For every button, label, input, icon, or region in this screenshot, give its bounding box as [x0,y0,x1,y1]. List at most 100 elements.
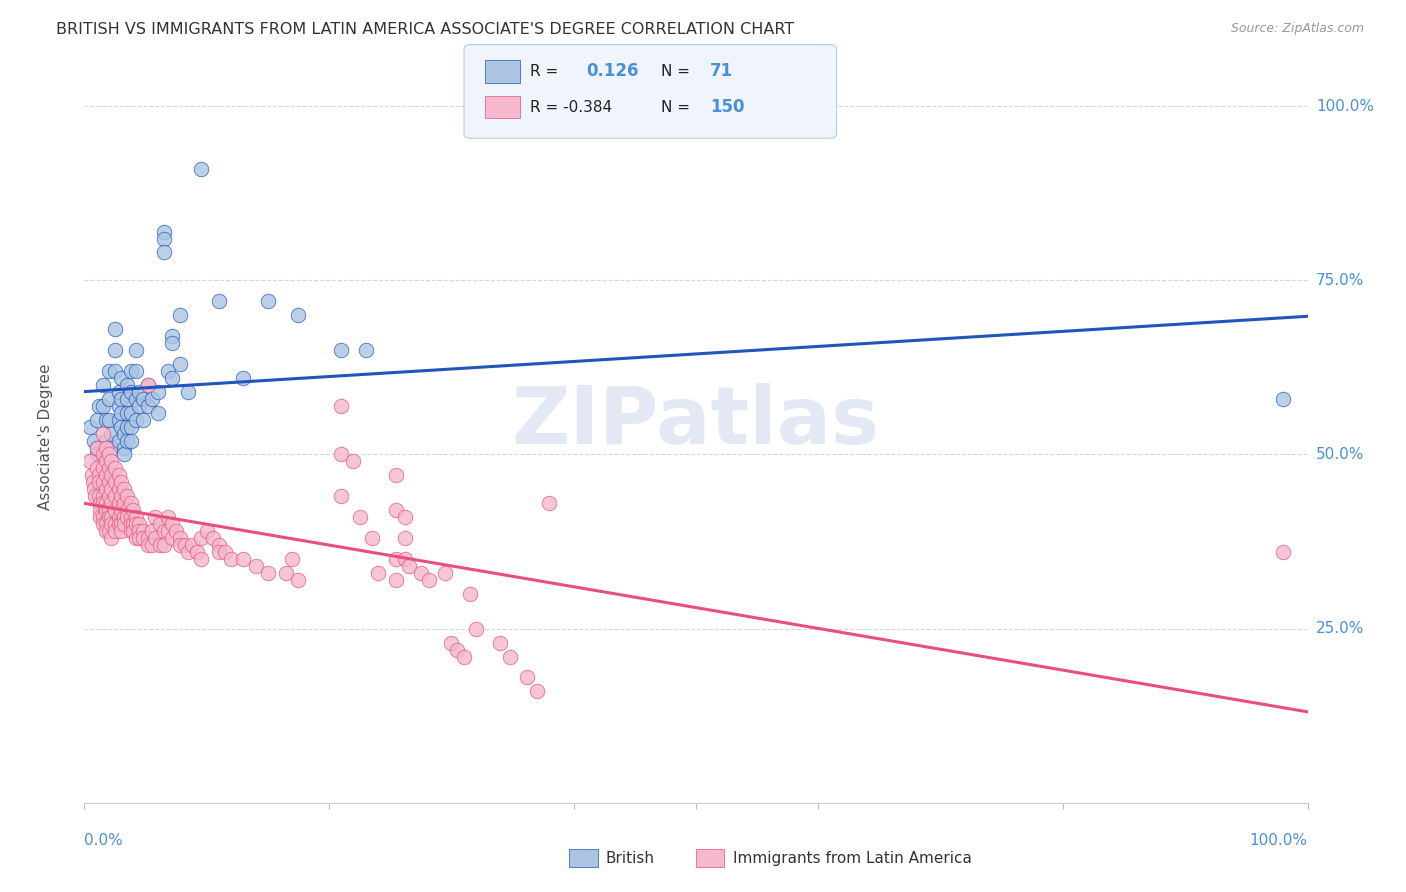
Point [107,483,129,497]
Point [104,343,127,357]
Point [136,377,159,392]
Point [97,489,120,503]
Text: 71: 71 [710,62,733,80]
Point [112,510,135,524]
Point [80,468,103,483]
Point [91,517,114,532]
Text: 0.126: 0.126 [586,62,638,80]
Point [287,308,309,322]
Point [100,426,122,441]
Point [97,448,120,462]
Point [398,558,420,573]
Point [169,538,191,552]
Point [96,412,118,426]
Point [110,392,132,406]
Point [156,524,179,538]
Point [349,510,371,524]
Point [110,503,132,517]
Point [201,531,224,545]
Point [115,510,138,524]
Point [86,412,108,426]
Point [104,475,127,490]
Point [91,448,114,462]
Point [110,371,132,385]
Point [149,538,172,552]
Point [162,517,184,532]
Point [409,566,432,580]
Point [136,377,159,392]
Point [96,503,118,517]
Point [110,517,132,532]
Point [446,642,468,657]
Text: ZIPatlas: ZIPatlas [512,384,880,461]
Point [107,434,129,448]
Point [153,225,176,239]
Point [91,489,114,503]
Point [122,503,145,517]
Point [125,531,148,545]
Point [208,538,231,552]
Point [132,524,155,538]
Point [84,489,107,503]
Point [464,622,486,636]
Point [136,399,159,413]
Point [97,461,120,475]
Point [489,635,512,649]
Point [132,412,155,426]
Point [186,545,208,559]
Point [87,468,110,483]
Point [453,649,475,664]
Point [112,448,135,462]
Point [173,538,195,552]
Point [538,496,561,510]
Point [516,670,538,684]
Point [128,399,150,413]
Point [97,412,120,426]
Point [257,294,280,309]
Point [120,496,142,510]
Point [89,496,111,510]
Text: 50.0%: 50.0% [1316,447,1364,462]
Point [97,364,120,378]
Point [112,517,135,532]
Point [96,517,118,532]
Point [120,406,142,420]
Point [143,510,166,524]
Point [120,524,142,538]
Point [110,524,132,538]
Point [125,392,148,406]
Point [120,384,142,399]
Point [115,489,138,503]
Point [458,587,481,601]
Point [91,496,114,510]
Point [110,489,132,503]
Point [394,510,416,524]
Point [141,524,163,538]
Point [91,399,114,413]
Text: 0.0%: 0.0% [84,833,124,848]
Text: 75.0%: 75.0% [1316,273,1364,288]
Text: R =: R = [530,64,558,78]
Point [385,503,408,517]
Point [245,558,267,573]
Text: 25.0%: 25.0% [1316,621,1364,636]
Point [1272,545,1295,559]
Point [125,412,148,426]
Point [112,496,135,510]
Point [104,489,127,503]
Point [330,399,353,413]
Point [136,531,159,545]
Point [110,475,132,490]
Text: 100.0%: 100.0% [1316,99,1374,113]
Point [79,419,101,434]
Point [1272,392,1295,406]
Point [136,538,159,552]
Point [440,635,463,649]
Point [177,545,200,559]
Point [120,517,142,532]
Point [122,524,145,538]
Point [96,468,118,483]
Point [146,406,169,420]
Text: British: British [606,851,655,865]
Point [149,517,172,532]
